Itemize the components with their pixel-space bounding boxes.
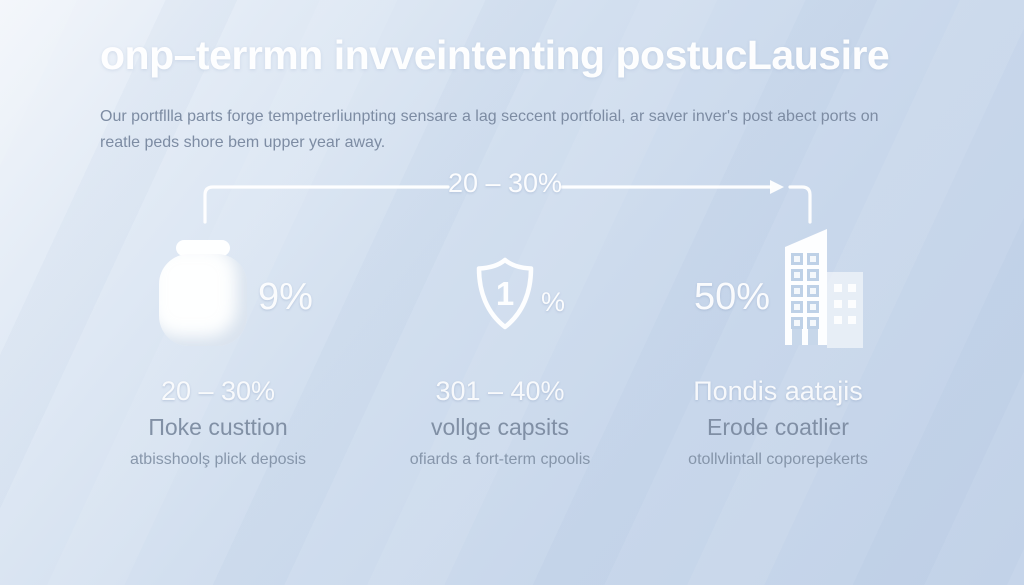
column-2-text: 301 – 40% vollge capsits ofiards a fort-…: [350, 376, 650, 469]
building-windows-side: [834, 284, 856, 324]
shield-icon: 1: [469, 254, 541, 339]
column-3-range: Пondis aatajis: [693, 376, 863, 406]
shield-digit: 1: [496, 275, 514, 312]
stat-value-3: 50%: [694, 276, 771, 318]
column-1-caption: atbisshoolş plick deposis: [129, 451, 307, 468]
stat-value-1: 9%: [258, 276, 313, 318]
column-1-range: 20 – 30%: [160, 376, 276, 406]
arrowhead-icon: [770, 180, 784, 194]
stat-value-2-percent: %: [541, 287, 566, 317]
column-2-caption: ofiards a fort-term cpoolis: [409, 451, 591, 468]
column-2-heading: vollge capsits: [430, 414, 570, 440]
column-1-text: 20 – 30% Пoke custtion atbisshoolş plick…: [68, 376, 368, 469]
column-3-text: Пondis aatajis Erode coatlier otollvlint…: [628, 376, 928, 469]
column-1-heading: Пoke custtion: [148, 414, 288, 440]
building-windows-main: [791, 253, 819, 329]
column-3-caption: otollvlintall coporepekerts: [688, 451, 868, 468]
jar-body: [159, 254, 247, 346]
flow-arrow-label: 20 – 30%: [447, 168, 563, 198]
jar-icon: [159, 240, 247, 346]
column-2-range: 301 – 40%: [435, 376, 565, 406]
column-3-heading: Erode coatlier: [707, 414, 849, 440]
subtitle-text: Our portfllla parts forge tempetrerliunp…: [100, 108, 879, 152]
jar-lid: [176, 240, 230, 256]
flow-arrow: [203, 180, 812, 224]
building-icon: [780, 208, 875, 355]
page-title: onp–terrmn invveintenting postucLausire: [100, 32, 890, 78]
